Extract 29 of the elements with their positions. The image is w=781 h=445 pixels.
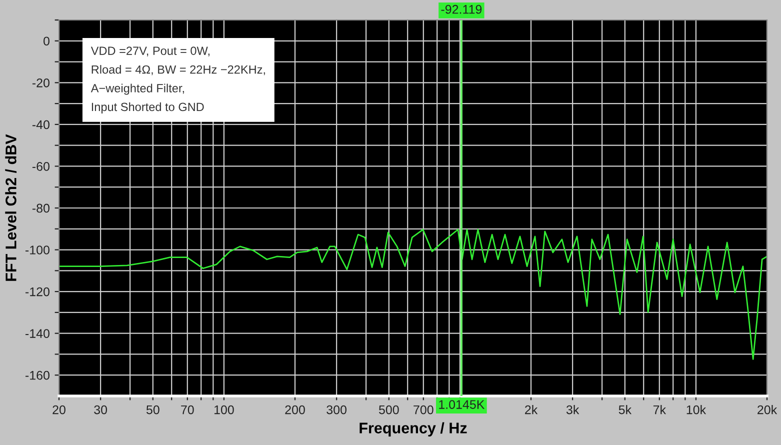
y-axis-title: FFT Level Ch2 / dBV [5,134,17,281]
y-tick-label: 0 [44,36,50,46]
x-tick-label: 500 [378,405,399,414]
x-tick-label: 200 [285,405,305,414]
y-tick-label: -120 [26,287,50,296]
x-tick-label: 20k [758,405,778,414]
y-tick-label: -140 [26,329,50,338]
y-tick-label: -20 [32,78,50,88]
y-tick-label: -80 [32,204,50,213]
x-tick-label: 300 [326,405,346,414]
y-tick-label: -60 [32,162,50,171]
ref-line-label: 1.0145K [439,400,485,409]
annotation: VDD =27V, Pout = 0W, Rload = 4Ω, BW = 22Hz −22KHz, A−weighted Filter, Input Shorted to GND [90,46,265,114]
x-tick-label: 30 [94,405,108,414]
x-tick-label: 10k [686,405,706,414]
x-tick-label: 3k [566,405,580,414]
x-tick-label: 100 [214,405,234,414]
x-tick-label: 20 [52,405,66,414]
x-tick-label: 700 [414,405,434,414]
text: -92.119 [441,4,482,14]
y-tick-label: -160 [26,370,50,380]
x-tick-label: 5k [618,405,632,414]
y-tick-label: -40 [32,120,50,130]
x-axis-title: Frequency / Hz [360,422,467,436]
x-tick-label: 7k [653,405,666,414]
x-tick-label: 50 [146,405,160,414]
x-tick-label: 70 [181,405,194,414]
y-tick-label: -100 [26,246,50,254]
x-tick-label: 2k [525,405,538,414]
